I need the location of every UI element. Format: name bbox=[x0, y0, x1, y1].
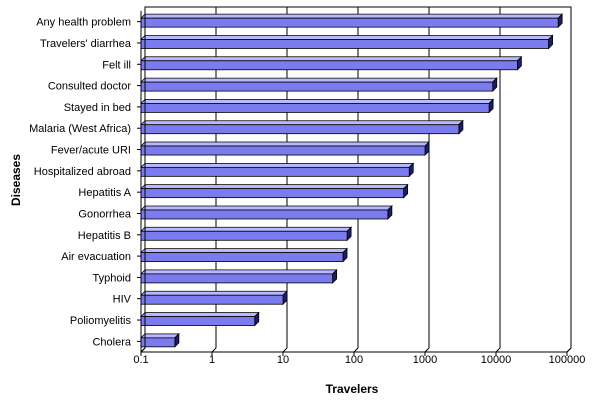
y-tick-label: Hospitalized abroad bbox=[34, 166, 131, 178]
bar-top-face bbox=[140, 184, 409, 190]
y-tick-label: Travelers' diarrhea bbox=[40, 38, 132, 50]
bar bbox=[140, 337, 176, 348]
bar bbox=[140, 230, 348, 241]
y-tick-label: Cholera bbox=[92, 336, 131, 348]
y-tick-label: Felt ill bbox=[102, 59, 131, 71]
bar-top-face bbox=[140, 333, 180, 339]
y-tick-label: Hepatitis B bbox=[78, 230, 131, 242]
bar-top-face bbox=[140, 312, 260, 317]
bar bbox=[140, 124, 460, 135]
bar bbox=[140, 316, 256, 326]
y-tick-label: Consulted doctor bbox=[48, 81, 131, 93]
y-tick-label: Stayed in bed bbox=[64, 102, 131, 114]
x-tick-label: 100000 bbox=[549, 354, 586, 366]
bar bbox=[140, 294, 284, 305]
bar bbox=[140, 188, 405, 199]
bar bbox=[140, 252, 344, 262]
y-tick-label: HIV bbox=[113, 294, 132, 306]
y-axis-title: Diseases bbox=[9, 154, 23, 206]
bar bbox=[140, 17, 559, 28]
y-tick-label: Poliomyelitis bbox=[70, 315, 132, 327]
y-tick-label: Hepatitis A bbox=[78, 187, 131, 199]
bar-top-face bbox=[140, 13, 564, 19]
bar bbox=[140, 209, 389, 220]
grid-floor-line bbox=[353, 347, 359, 353]
y-tick-label: Gonorrhea bbox=[78, 208, 131, 220]
bar-top-face bbox=[140, 269, 338, 275]
bar-top-face bbox=[140, 248, 348, 253]
y-tick-label: Fever/acute URI bbox=[51, 145, 131, 157]
bar-top-face bbox=[140, 56, 523, 62]
axes bbox=[137, 6, 572, 356]
y-tick-label: Typhoid bbox=[92, 272, 131, 284]
bar-top-face bbox=[140, 290, 288, 296]
x-tick-label: 10000 bbox=[481, 354, 512, 366]
plot-back-wall bbox=[140, 6, 572, 353]
labels: 0.1 1 10 100 1000 10000 100000 Any health probl… bbox=[29, 17, 585, 366]
grid-floor-line bbox=[282, 347, 288, 353]
bar bbox=[140, 81, 494, 92]
bar bbox=[140, 39, 549, 49]
bar-top-face bbox=[140, 226, 353, 232]
x-tick-label: 10 bbox=[277, 354, 289, 366]
x-tick-label: 0.1 bbox=[133, 354, 148, 366]
bar bbox=[140, 60, 518, 71]
grid-floor-line bbox=[424, 347, 430, 353]
bar-top-face bbox=[140, 162, 415, 168]
bar-top-face bbox=[140, 77, 498, 83]
bar-top-face bbox=[140, 35, 554, 40]
bar bbox=[140, 145, 426, 156]
bar bbox=[140, 273, 334, 284]
bar-top-face bbox=[140, 99, 495, 104]
bar bbox=[140, 166, 410, 177]
bars bbox=[140, 13, 564, 348]
y-tick-label: Any health problem bbox=[36, 17, 131, 29]
bar bbox=[140, 103, 490, 113]
x-tick-label: 1 bbox=[209, 354, 215, 366]
x-axis-title: Travelers bbox=[326, 382, 379, 396]
grid-floor-line bbox=[211, 347, 217, 353]
grid-floor-line bbox=[495, 347, 501, 353]
bar-top-face bbox=[140, 141, 430, 147]
bar-top-face bbox=[140, 205, 393, 211]
x-tick-label: 1000 bbox=[413, 354, 437, 366]
x-tick-label: 100 bbox=[345, 354, 363, 366]
y-tick-label: Air evacuation bbox=[61, 251, 131, 263]
bar-top-face bbox=[140, 120, 464, 126]
y-tick-label: Malaria (West Africa) bbox=[29, 123, 131, 135]
